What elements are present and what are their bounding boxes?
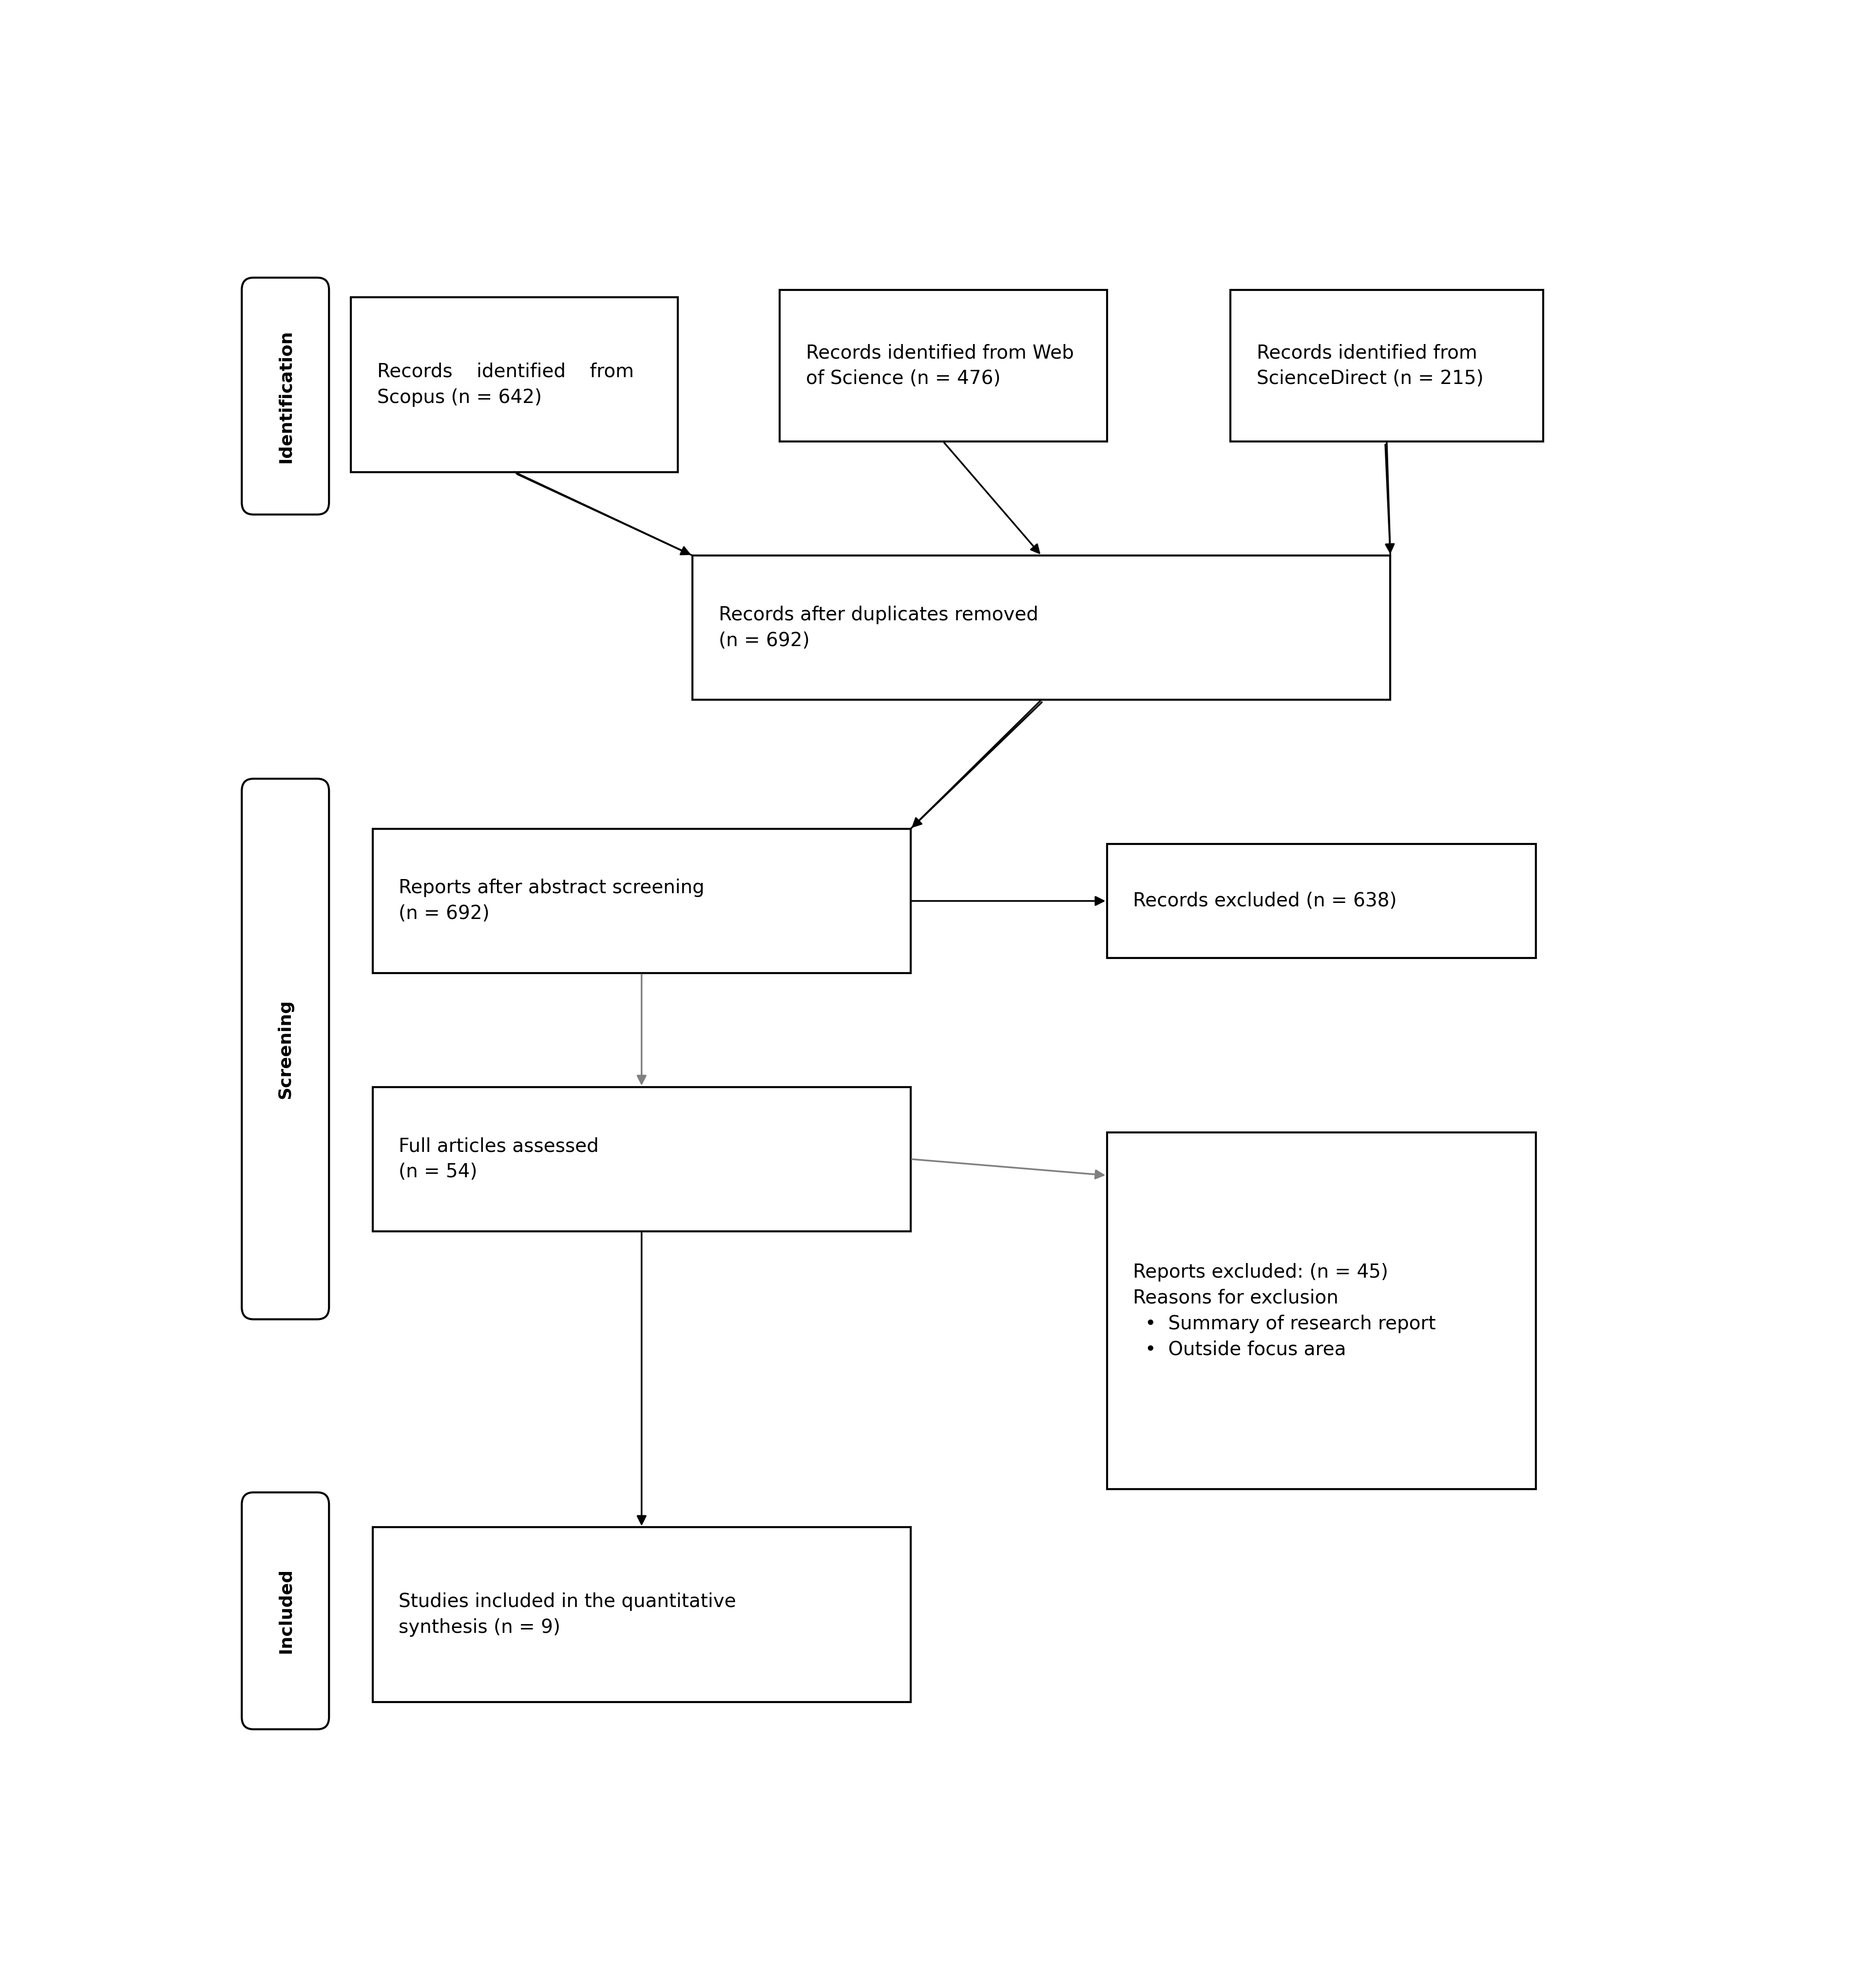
Text: Full articles assessed
(n = 54): Full articles assessed (n = 54) <box>400 1138 598 1181</box>
Bar <box>373 828 910 972</box>
FancyBboxPatch shape <box>242 1493 328 1729</box>
Text: Screening: Screening <box>278 1000 295 1098</box>
Bar <box>1107 844 1536 958</box>
Text: Records identified from Web
of Science (n = 476): Records identified from Web of Science (… <box>807 343 1073 388</box>
Text: Included: Included <box>278 1568 295 1653</box>
Text: Records after duplicates removed
(n = 692): Records after duplicates removed (n = 69… <box>719 605 1037 651</box>
Text: Records    identified    from
Scopus (n = 642): Records identified from Scopus (n = 642) <box>377 363 634 406</box>
Bar <box>780 290 1107 442</box>
Text: Identification: Identification <box>278 329 295 463</box>
Bar <box>1107 1132 1536 1489</box>
Bar <box>1231 290 1542 442</box>
Text: Reports after abstract screening
(n = 692): Reports after abstract screening (n = 69… <box>400 880 705 923</box>
Bar <box>351 298 677 471</box>
Text: Records identified from
ScienceDirect (n = 215): Records identified from ScienceDirect (n… <box>1257 343 1484 388</box>
FancyBboxPatch shape <box>242 779 328 1319</box>
Bar <box>692 556 1390 700</box>
Text: Records excluded (n = 638): Records excluded (n = 638) <box>1133 891 1398 911</box>
FancyBboxPatch shape <box>242 278 328 515</box>
Text: Reports excluded: (n = 45)
Reasons for exclusion
  •  Summary of research report: Reports excluded: (n = 45) Reasons for e… <box>1133 1262 1435 1359</box>
Bar <box>373 1526 910 1702</box>
Bar <box>373 1087 910 1231</box>
Text: Studies included in the quantitative
synthesis (n = 9): Studies included in the quantitative syn… <box>400 1593 735 1637</box>
